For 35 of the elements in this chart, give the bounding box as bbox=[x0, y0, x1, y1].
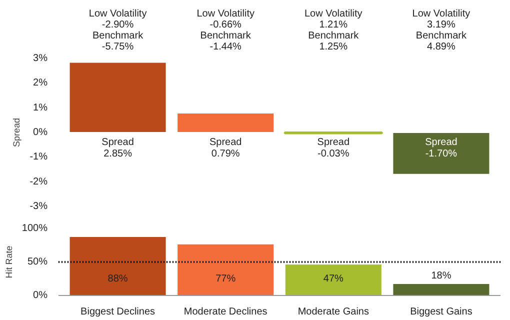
y-tick-label: 0% bbox=[33, 290, 48, 301]
text: Low Volatility -2.90% Benchmark -5.75% bbox=[88, 8, 147, 52]
bar bbox=[68, 62, 167, 133]
data-label: 77% bbox=[216, 273, 236, 284]
x-tick-label: Moderate Gains bbox=[298, 306, 369, 318]
data-label: Spread 0.79% bbox=[209, 136, 242, 160]
data-label: 47% bbox=[323, 273, 344, 284]
y-tick-label: 2% bbox=[33, 78, 48, 89]
bar bbox=[392, 132, 490, 175]
text: Low Volatility 1.21% Benchmark 1.25% bbox=[304, 8, 362, 52]
x-tick-label: Moderate Declines bbox=[184, 306, 268, 318]
bar bbox=[392, 282, 490, 296]
y-tick-label: 3% bbox=[33, 53, 48, 64]
bar bbox=[176, 243, 275, 296]
text: Low Volatility 3.19% Benchmark 4.89% bbox=[412, 8, 470, 52]
data-label: 18% bbox=[431, 270, 452, 282]
data-label: 88% bbox=[108, 273, 128, 284]
bar bbox=[284, 264, 382, 296]
y-tick-label: 50% bbox=[27, 256, 48, 268]
y-axis-title: Spread bbox=[12, 118, 22, 148]
text: Low Volatility -0.66% Benchmark -1.44% bbox=[196, 8, 255, 52]
y-axis-title: Hit Rate bbox=[4, 246, 14, 278]
data-label: Spread 2.85% bbox=[102, 136, 134, 160]
data-label: Spread -0.03% bbox=[317, 136, 350, 160]
y-tick-label: -2% bbox=[30, 176, 48, 188]
y-tick-label: 100% bbox=[22, 223, 48, 234]
y-tick-label: -1% bbox=[30, 152, 48, 163]
y-tick-label: 1% bbox=[33, 102, 48, 114]
y-tick-label: 0% bbox=[33, 127, 48, 138]
bar bbox=[176, 112, 275, 133]
data-label: Spread -1.70% bbox=[425, 136, 458, 160]
x-tick-label: Biggest Gains bbox=[410, 306, 472, 318]
y-tick-label: -3% bbox=[30, 201, 48, 212]
x-tick-label: Biggest Declines bbox=[80, 306, 156, 318]
bar bbox=[68, 236, 167, 296]
